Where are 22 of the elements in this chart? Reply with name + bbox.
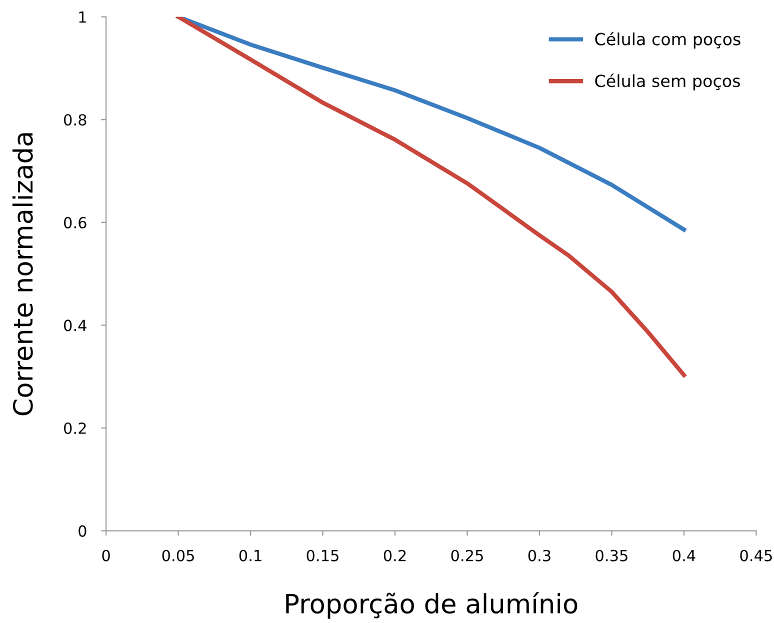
- x-tick-label: 0.4: [672, 550, 696, 562]
- x-tick-label: 0.25: [451, 550, 483, 562]
- line-series: [176, 16, 686, 232]
- x-tick-label: 0.35: [596, 550, 628, 562]
- x-tick-label: 0.3: [528, 550, 550, 562]
- x-tick-label: 0.2: [384, 550, 406, 562]
- y-tick-label: 0: [78, 525, 86, 537]
- y-tick-label: 0.4: [64, 320, 86, 332]
- y-axis-title: Corrente normalizada: [12, 133, 33, 416]
- x-tick-label: 0.45: [740, 550, 772, 562]
- y-tick-label: 0.8: [64, 114, 86, 126]
- x-axis-title: Proporção de alumínio: [286, 592, 578, 619]
- legend-label: Célula sem poços: [595, 74, 740, 90]
- y-tick-label: 0.6: [64, 216, 86, 228]
- y-tick-label: 1: [79, 11, 86, 23]
- y-tick-label: 0.2: [64, 422, 86, 434]
- legend-label: Célula com poços: [595, 32, 740, 49]
- line-series: [176, 16, 686, 378]
- x-tick-label: 0.05: [162, 550, 194, 562]
- x-tick-label: 0: [102, 550, 110, 562]
- x-tick-label: 0.15: [306, 550, 338, 562]
- x-tick-label: 0.1: [239, 550, 262, 562]
